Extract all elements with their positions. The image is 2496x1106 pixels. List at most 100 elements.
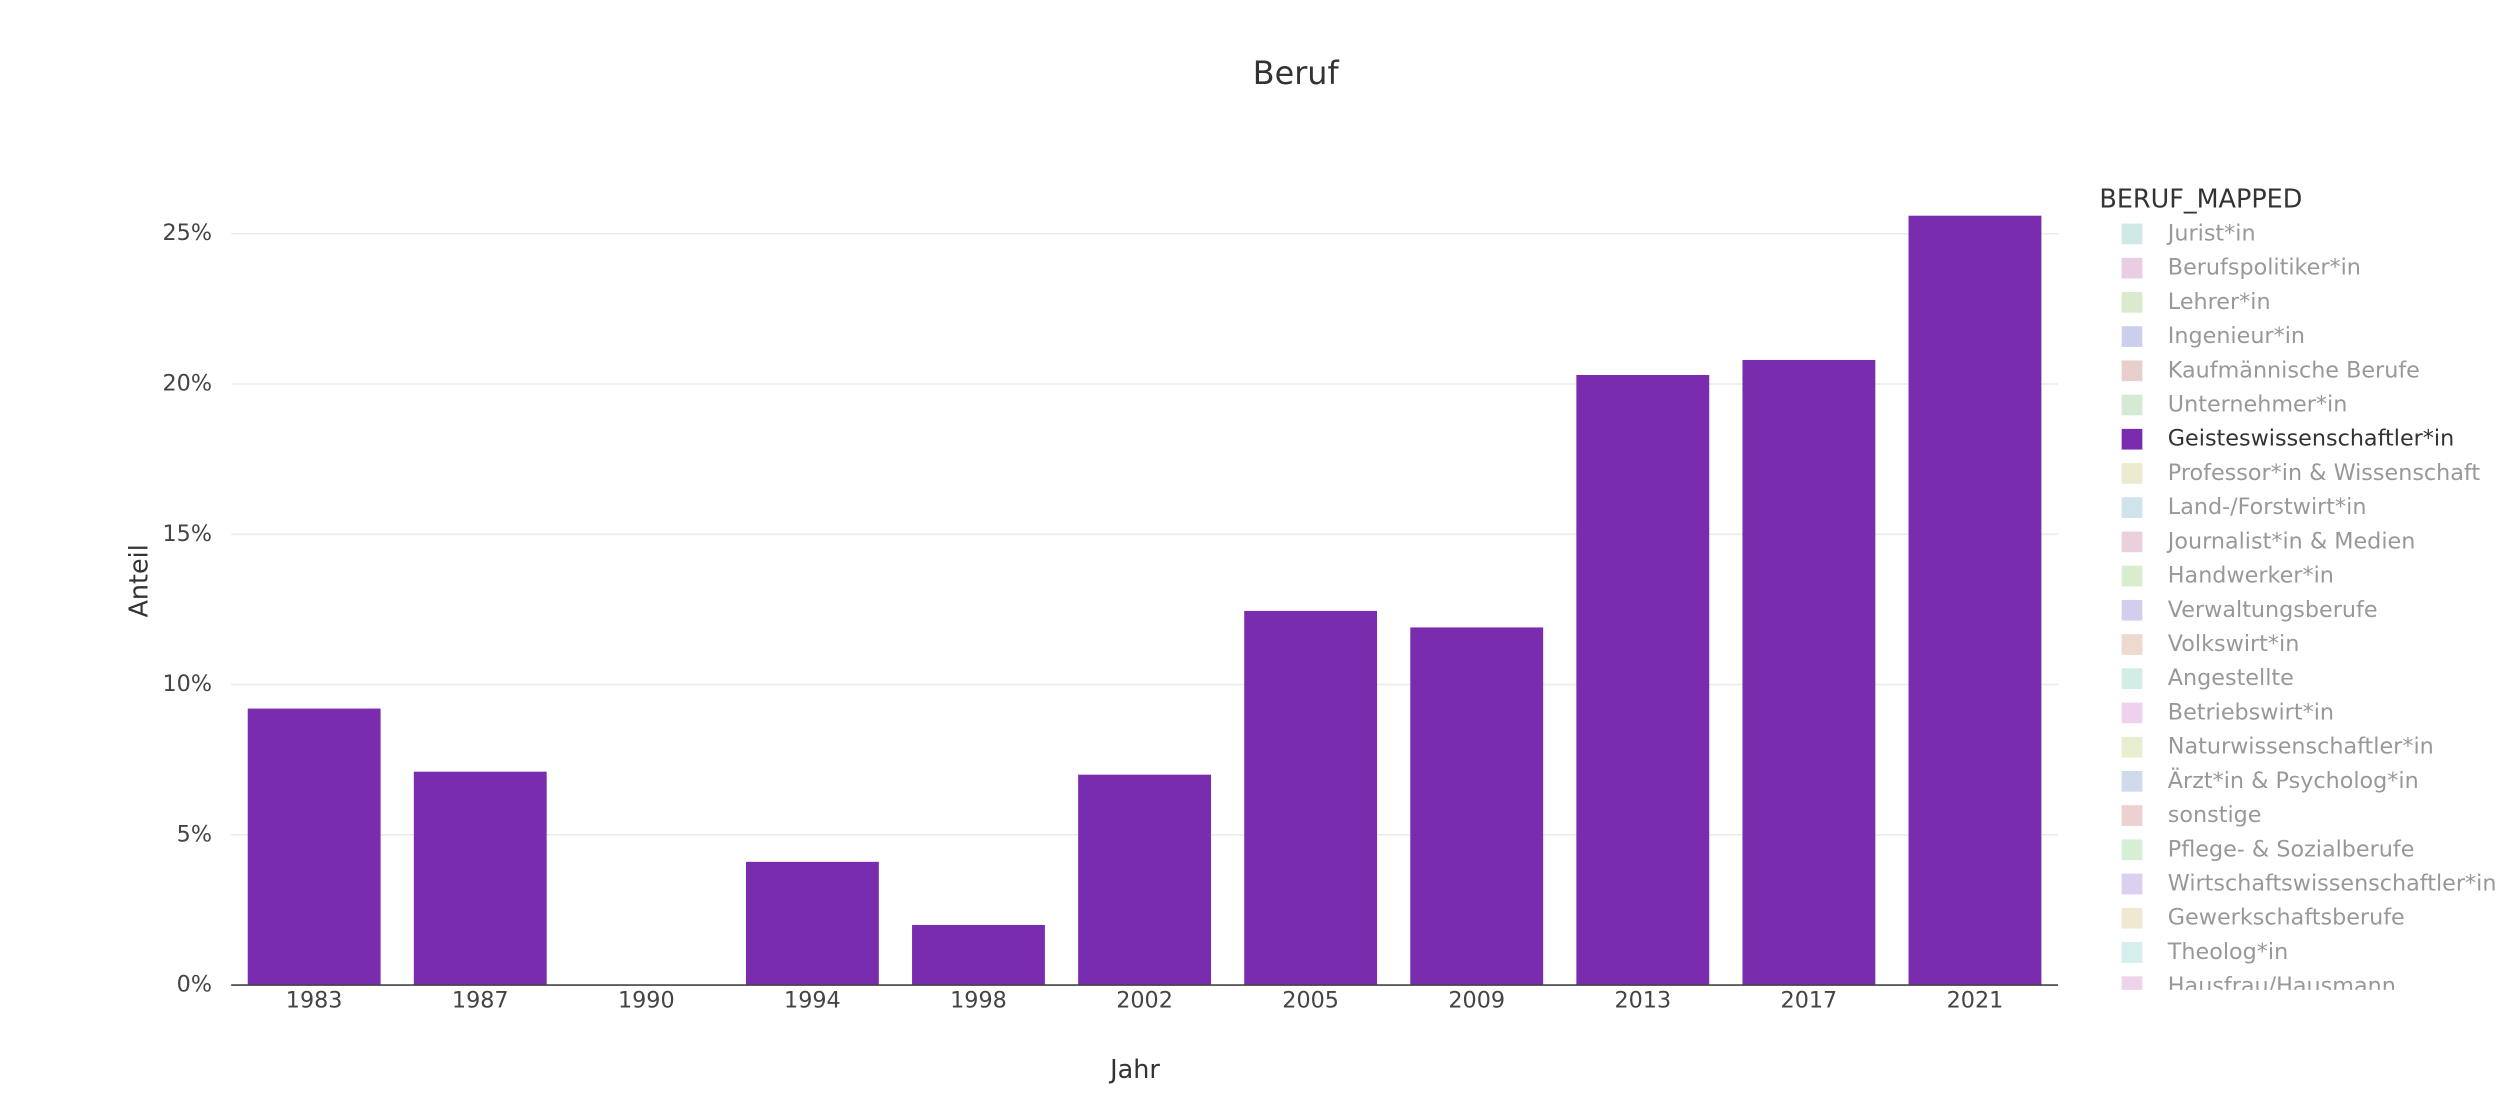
legend-label: Berufspolitiker*in <box>2168 255 2361 281</box>
legend-swatch <box>2121 428 2143 450</box>
legend-item[interactable]: Geisteswissenschaftler*in <box>2121 426 2455 452</box>
x-tick-label: 2017 <box>1781 987 1838 1013</box>
bar <box>1908 215 2042 986</box>
legend-swatch <box>2121 394 2143 416</box>
x-tick-label: 2005 <box>1282 987 1339 1013</box>
legend-item[interactable]: Ärzt*in & Psycholog*in <box>2121 766 2419 794</box>
legend-label: Pflege- & Sozialberufe <box>2168 836 2415 862</box>
legend-label: Journalist*in & Medien <box>2166 528 2416 554</box>
legend-item[interactable]: Journalist*in & Medien <box>2121 528 2416 554</box>
y-tick-label: 15% <box>163 521 213 547</box>
legend-swatch <box>2121 976 2143 990</box>
bar <box>1576 374 1710 986</box>
legend-item[interactable]: Pflege- & Sozialberufe <box>2121 836 2415 862</box>
legend-item[interactable]: Berufspolitiker*in <box>2121 255 2361 281</box>
y-tick-label: 0% <box>177 972 212 998</box>
bar <box>1244 610 1378 986</box>
bar <box>745 861 879 986</box>
y-tick-label: 5% <box>177 821 212 847</box>
legend-label: Theolog*in <box>2167 939 2288 965</box>
bar <box>413 771 547 986</box>
legend-label: Ingenieur*in <box>2168 323 2305 349</box>
chart-title: Beruf <box>1253 54 1340 92</box>
legend-label: Volkswirt*in <box>2168 631 2300 657</box>
legend-swatch <box>2121 634 2143 655</box>
legend-swatch <box>2121 599 2143 621</box>
bar <box>912 924 1045 986</box>
legend-swatch <box>2121 942 2143 963</box>
legend-swatch <box>2121 668 2143 690</box>
bar <box>247 708 381 986</box>
legend-swatch <box>2121 839 2143 861</box>
legend: Jurist*in Berufspolitiker*in Lehrer*in Inge… <box>2121 220 2496 999</box>
x-axis-title: Jahr <box>1108 1055 1160 1085</box>
y-tick-label: 25% <box>163 220 213 246</box>
legend-swatch <box>2121 702 2143 724</box>
legend-swatch <box>2121 223 2143 245</box>
x-tick-label: 2021 <box>1947 987 2004 1013</box>
x-tick-label: 1998 <box>950 987 1007 1013</box>
legend-swatch <box>2121 531 2143 553</box>
x-tick-label: 1990 <box>618 987 675 1013</box>
legend-label: Handwerker*in <box>2168 563 2334 589</box>
legend-swatch <box>2121 497 2143 518</box>
legend-item[interactable]: sonstige <box>2121 802 2262 828</box>
legend-item[interactable]: Wirtschaftswissenschaftler*in <box>2121 871 2496 897</box>
legend-label: Lehrer*in <box>2168 289 2271 315</box>
legend-label: Verwaltungsberufe <box>2168 597 2378 623</box>
legend-label: sonstige <box>2168 802 2262 828</box>
legend-item[interactable]: Naturwissenschaftler*in <box>2121 734 2434 760</box>
x-tick-label: 2009 <box>1448 987 1505 1013</box>
bar <box>1078 774 1211 986</box>
x-tick-label: 1987 <box>452 987 509 1013</box>
legend-swatch <box>2121 736 2143 758</box>
legend-swatch <box>2121 463 2143 484</box>
legend-item[interactable]: Volkswirt*in <box>2121 631 2300 657</box>
legend-swatch <box>2121 326 2143 347</box>
legend-item[interactable]: Handwerker*in <box>2121 563 2334 589</box>
legend-swatch <box>2121 805 2143 826</box>
legend-label: Wirtschaftswissenschaftler*in <box>2168 871 2496 897</box>
y-tick-label: 20% <box>163 371 213 397</box>
legend-label: Jurist*in <box>2166 220 2256 246</box>
legend-item[interactable]: Lehrer*in <box>2121 289 2271 315</box>
legend-swatch <box>2121 907 2143 929</box>
legend-label: Unternehmer*in <box>2168 392 2348 418</box>
legend-swatch <box>2121 565 2143 587</box>
legend-item[interactable]: Angestellte <box>2121 665 2294 691</box>
legend-label: Ärzt*in & Psycholog*in <box>2168 766 2419 794</box>
x-tick-label: 1983 <box>286 987 343 1013</box>
legend-item[interactable]: Gewerkschaftsberufe <box>2121 905 2405 931</box>
legend-swatch <box>2121 873 2143 895</box>
legend-item[interactable]: Hausfrau/Hausmann <box>2121 973 2396 999</box>
legend-item[interactable]: Land-/Forstwirt*in <box>2121 494 2367 520</box>
legend-swatch <box>2121 257 2143 279</box>
legend-item[interactable]: Verwaltungsberufe <box>2121 597 2378 623</box>
legend-item[interactable]: Theolog*in <box>2121 939 2289 965</box>
legend-label: Kaufmännische Berufe <box>2168 357 2420 383</box>
y-tick-label: 10% <box>163 671 213 697</box>
legend-label: Land-/Forstwirt*in <box>2168 494 2367 520</box>
legend-title: BERUF_MAPPED <box>2099 185 2302 215</box>
legend-item[interactable]: Betriebswirt*in <box>2121 699 2334 725</box>
x-tick-label: 2013 <box>1614 987 1671 1013</box>
legend-label: Betriebswirt*in <box>2168 699 2334 725</box>
x-tick-label: 2002 <box>1116 987 1173 1013</box>
legend-item[interactable]: Ingenieur*in <box>2121 323 2305 349</box>
legend-label: Professor*in & Wissenschaft <box>2168 460 2481 486</box>
y-axis-title: Anteil <box>124 544 154 617</box>
legend-label: Gewerkschaftsberufe <box>2168 905 2405 931</box>
bar <box>1410 627 1544 986</box>
legend-item[interactable]: Kaufmännische Berufe <box>2121 357 2420 383</box>
legend-item[interactable]: Professor*in & Wissenschaft <box>2121 460 2481 486</box>
legend-item[interactable]: Unternehmer*in <box>2121 392 2348 418</box>
legend-label: Naturwissenschaftler*in <box>2168 734 2434 760</box>
legend-swatch <box>2121 771 2143 792</box>
x-tick-label: 1994 <box>784 987 841 1013</box>
legend-swatch <box>2121 360 2143 382</box>
bar <box>1742 359 1876 986</box>
legend-swatch <box>2121 292 2143 313</box>
legend-item[interactable]: Jurist*in <box>2121 220 2256 246</box>
legend-label: Angestellte <box>2168 665 2294 691</box>
